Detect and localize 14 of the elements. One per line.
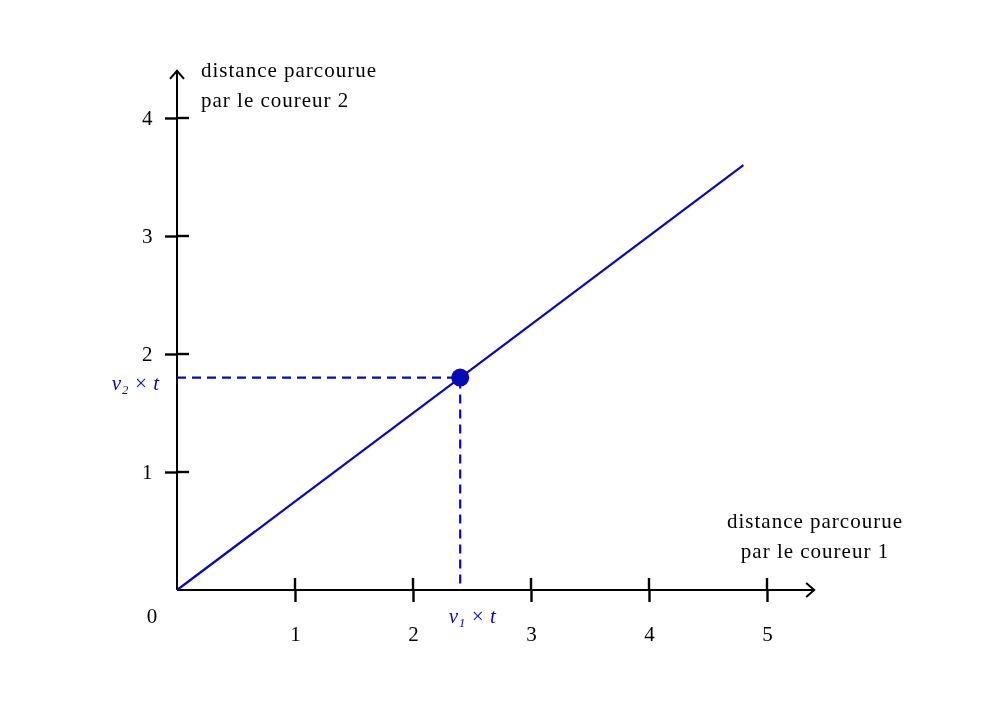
- y-tick-label: 2: [142, 342, 153, 367]
- text: 0: [146, 604, 158, 628]
- annotation: v₁ × t: [448, 604, 497, 628]
- y-tick-label: 3: [142, 224, 153, 249]
- y-tick-label: 1: [142, 460, 153, 485]
- x-tick-label: 5: [762, 621, 773, 646]
- x-tick-label: 1: [290, 621, 301, 646]
- x-axis-title: distance parcourue par le coureur 1: [726, 509, 904, 563]
- y-axis-title: distance parcourue par le coureur 2: [201, 58, 378, 112]
- x-tick-label: 3: [526, 621, 537, 646]
- x-tick-label: 4: [644, 621, 656, 646]
- y-tick-label: 4: [142, 106, 154, 131]
- x-tick-label: 2: [408, 621, 419, 646]
- annotation: v₂ × t: [111, 370, 161, 395]
